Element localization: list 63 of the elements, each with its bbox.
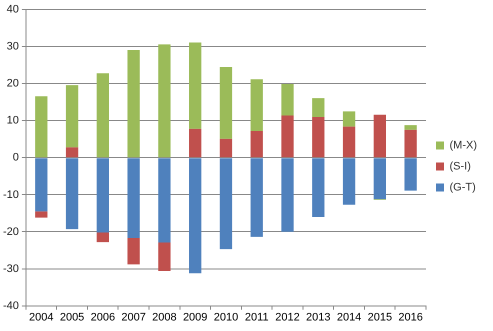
legend-label: (G-T): [450, 182, 476, 194]
bar: [404, 158, 417, 191]
x-tick-label: 2015: [368, 311, 392, 324]
bar: [281, 84, 294, 116]
y-tick-label: -10: [2, 188, 19, 201]
legend-label: (M-X): [450, 140, 478, 152]
x-tick-label: 2008: [152, 311, 177, 324]
bar: [35, 211, 48, 218]
y-tick-label: -40: [2, 300, 19, 312]
bar: [250, 79, 263, 132]
bar: [281, 115, 294, 158]
x-tick-label: 2004: [29, 311, 54, 324]
x-tick-label: 2006: [90, 311, 116, 324]
bar: [189, 128, 202, 158]
bar: [96, 158, 109, 232]
bar: [374, 158, 386, 200]
bar: [66, 158, 78, 230]
bar: [127, 158, 140, 238]
bar: [342, 158, 356, 205]
bar: [312, 158, 324, 217]
bar: [35, 158, 48, 212]
x-tick-label: 2011: [244, 311, 269, 324]
x-tick-label: 2013: [306, 311, 331, 324]
y-tick-label: 10: [6, 114, 19, 127]
bar: [96, 73, 109, 158]
bar: [342, 111, 356, 127]
x-tick-label: 2012: [275, 311, 300, 324]
bar: [127, 238, 140, 264]
bar: [404, 125, 417, 130]
x-tick-label: 2005: [60, 311, 84, 324]
bar: [189, 158, 202, 274]
y-tick-label: 40: [6, 4, 19, 16]
bar: [312, 116, 324, 158]
x-tick-label: 2014: [336, 311, 362, 324]
bar: [158, 44, 171, 158]
bar: [404, 130, 417, 158]
bar: [35, 96, 48, 158]
y-tick-label: -30: [2, 262, 19, 275]
bar: [158, 158, 171, 242]
x-tick-label: 2007: [121, 311, 146, 324]
y-tick-label: -20: [2, 226, 19, 238]
y-tick-label: 20: [6, 78, 19, 90]
bar: [220, 66, 232, 139]
bar: [374, 114, 386, 158]
bar: [189, 42, 202, 129]
y-tick-label: 0: [12, 152, 19, 164]
y-tick-label: 30: [6, 40, 19, 53]
legend-label: (S-I): [450, 160, 471, 173]
bar: [66, 147, 78, 158]
bar: [127, 50, 140, 158]
bar: [250, 131, 263, 158]
bar: [281, 158, 294, 232]
bar: [250, 158, 263, 237]
bar: [96, 232, 109, 242]
x-tick-label: 2016: [398, 311, 423, 324]
bar: [158, 242, 171, 271]
x-tick-label: 2009: [182, 311, 208, 324]
bar: [220, 138, 232, 158]
bar: [342, 126, 356, 158]
bar: [66, 85, 78, 148]
x-tick-label: 2010: [214, 311, 238, 324]
bar: [220, 158, 232, 250]
bar: [312, 98, 324, 117]
